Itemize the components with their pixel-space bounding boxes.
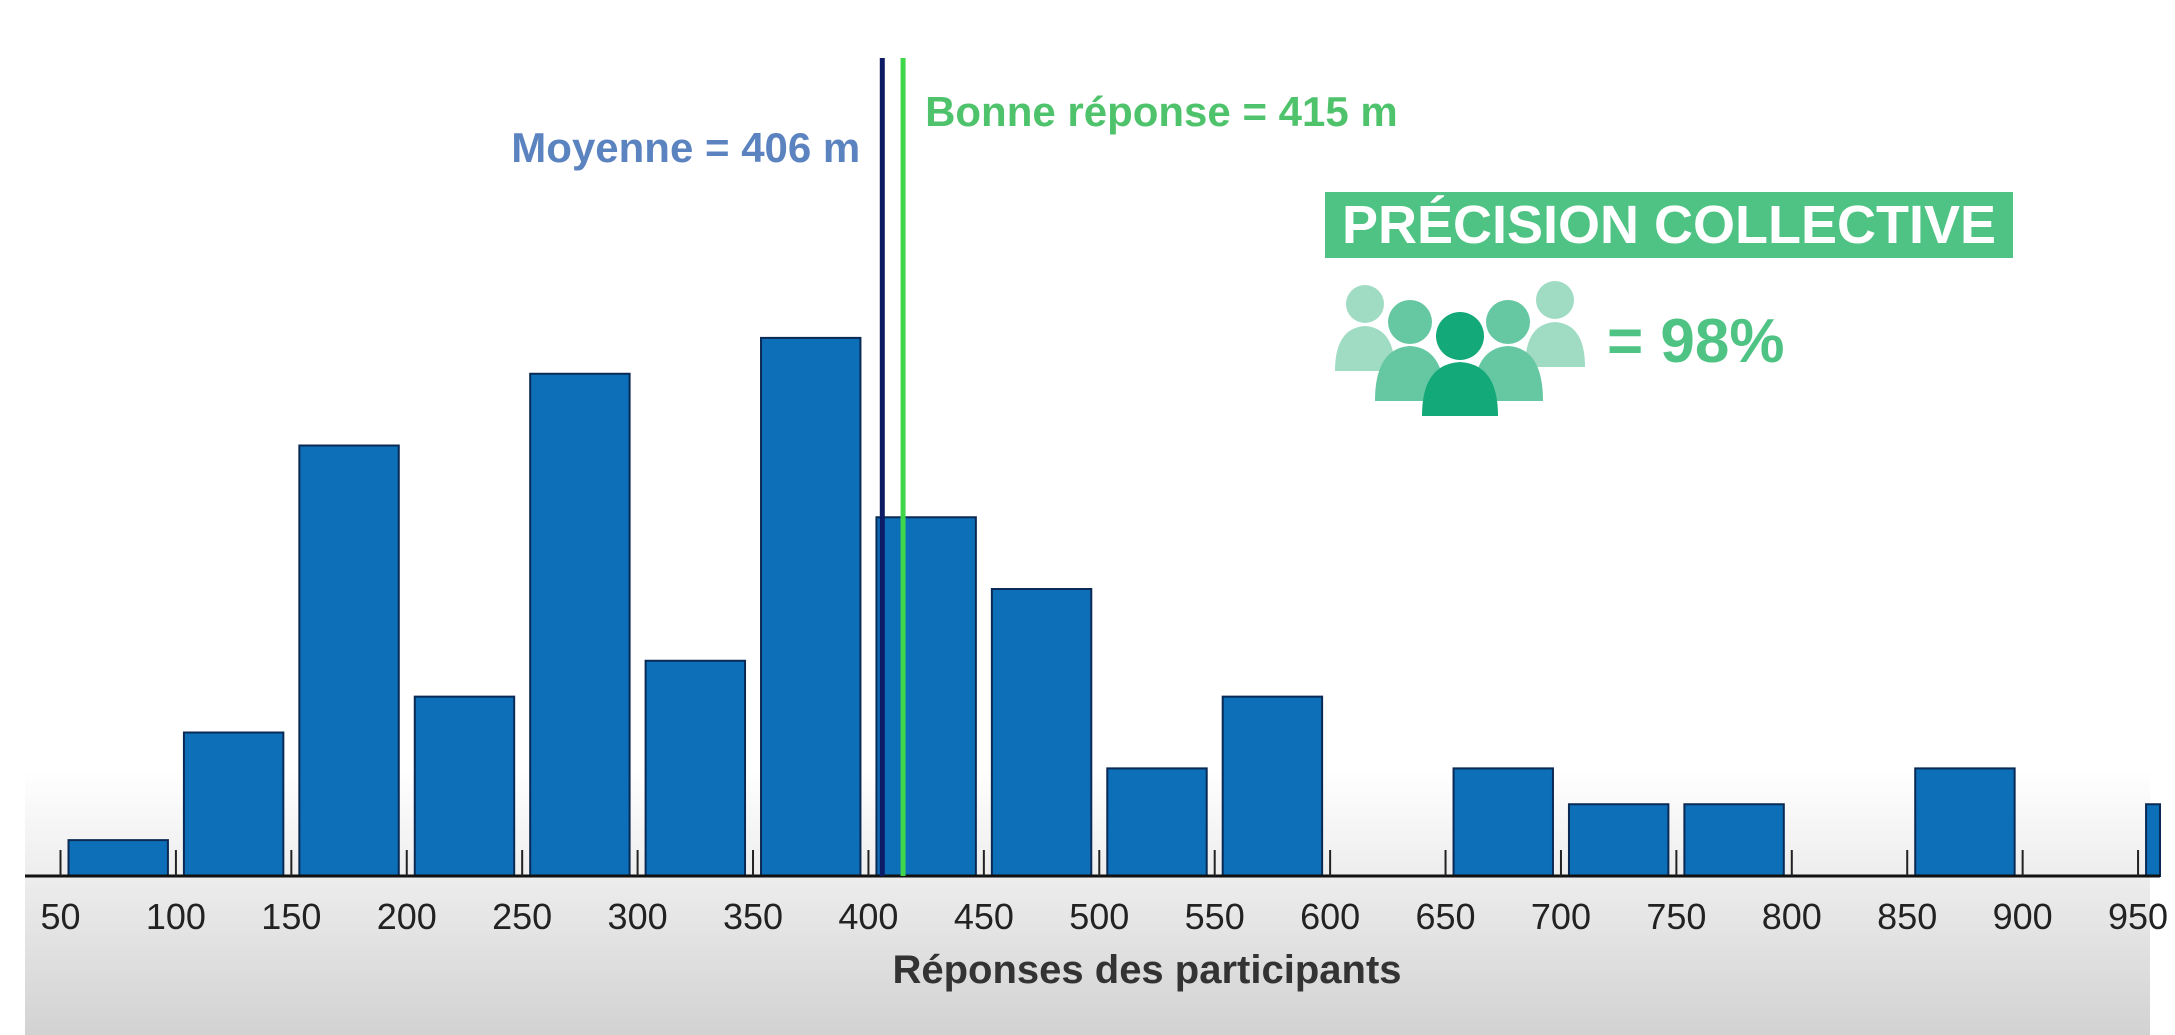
bar-650-700 [1452, 767, 1554, 878]
bar-250-300 [529, 372, 631, 877]
tick-label-750: 750 [1646, 896, 1706, 937]
ticks-layer: 50 100 150 200 250 300 350 400 450 500 550 600 650 70… [40, 850, 2168, 937]
tick-label-450: 450 [954, 896, 1014, 937]
tick-label-650: 650 [1416, 896, 1476, 937]
tick-label-150: 150 [261, 896, 321, 937]
bar-350-400 [760, 336, 862, 877]
tick-label-350: 350 [723, 896, 783, 937]
x-axis-title: Réponses des participants [892, 948, 1401, 992]
tick-label-100: 100 [146, 896, 206, 937]
tick-label-700: 700 [1531, 896, 1591, 937]
tick-label-600: 600 [1300, 896, 1360, 937]
bar-850-900 [1914, 767, 2016, 878]
tick-label-900: 900 [1993, 896, 2053, 937]
bar-550-600 [1221, 695, 1324, 877]
group-of-people-icon [1335, 281, 1585, 416]
bar-400-450 [875, 516, 977, 877]
tick-label-250: 250 [492, 896, 552, 937]
bar-100-150 [182, 731, 285, 877]
tick-label-550: 550 [1185, 896, 1245, 937]
bar-700-750 [1567, 803, 1670, 877]
bars-layer [67, 336, 2162, 878]
tick-label-500: 500 [1069, 896, 1129, 937]
tick-label-800: 800 [1762, 896, 1822, 937]
bar-500-550 [1106, 767, 1208, 878]
tick-label-400: 400 [838, 896, 898, 937]
tick-label-850: 850 [1877, 896, 1937, 937]
mean-label: Moyenne = 406 m [511, 124, 860, 171]
bar-50-100 [67, 839, 169, 878]
bar-200-250 [413, 695, 516, 877]
bar-450-500 [990, 588, 1093, 877]
bar-950-1000 [2145, 803, 2162, 877]
correct-answer-label: Bonne réponse = 415 m [925, 88, 1398, 135]
collective-precision-value: = 98% [1607, 307, 1785, 376]
collective-precision-title: PRÉCISION COLLECTIVE [1325, 192, 2013, 258]
reference-lines-layer: Moyenne = 406 m Bonne réponse = 415 m [511, 58, 1398, 876]
tick-label-950: 950 [2108, 896, 2168, 937]
tick-label-300: 300 [608, 896, 668, 937]
tick-label-50: 50 [40, 896, 80, 937]
bar-750-800 [1683, 803, 1785, 877]
bar-150-200 [298, 444, 400, 877]
bar-300-350 [644, 659, 747, 878]
tick-label-200: 200 [377, 896, 437, 937]
